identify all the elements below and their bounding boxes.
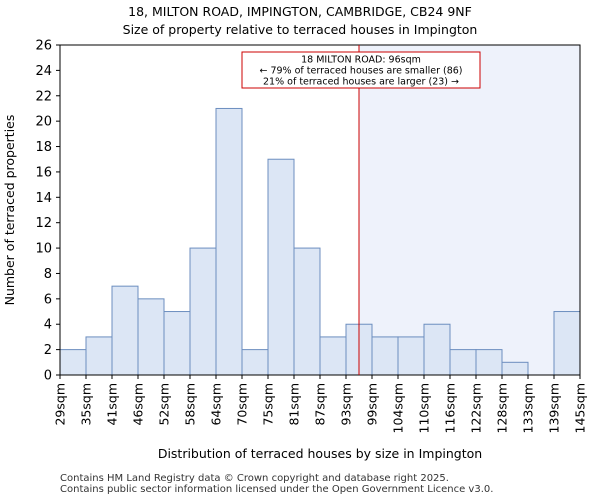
bar-139sqm [553, 311, 581, 376]
footer-line-2: Contains public sector information licen… [60, 484, 494, 495]
annotation-line-3: 21% of terraced houses are larger (23) → [263, 77, 459, 88]
chart-title: 18, MILTON ROAD, IMPINGTON, CAMBRIDGE, C… [128, 4, 472, 19]
x-tick-label: 35sqm [79, 383, 94, 426]
x-tick-label: 52sqm [157, 383, 172, 426]
x-tick-label: 29sqm [53, 383, 68, 426]
x-tick-label: 87sqm [313, 383, 328, 426]
y-tick-label: 0 [44, 369, 52, 384]
bar-99sqm [371, 336, 399, 376]
x-tick-label: 70sqm [235, 383, 250, 426]
x-tick-label: 139sqm [547, 383, 562, 433]
x-tick-label: 145sqm [573, 383, 588, 433]
bar-29sqm [59, 349, 87, 376]
bar-70sqm [241, 349, 269, 376]
bar-64sqm [215, 107, 243, 376]
annotation-box [241, 51, 481, 89]
annotation-line-2: ← 79% of terraced houses are smaller (86… [259, 66, 462, 77]
bar-46sqm [137, 298, 165, 376]
x-tick-label: 110sqm [417, 383, 432, 433]
x-tick-label: 41sqm [105, 383, 120, 426]
chart-subtitle: Size of property relative to terraced ho… [122, 22, 478, 37]
x-axis-label: Distribution of terraced houses by size … [158, 446, 482, 461]
y-tick-label: 18 [35, 140, 52, 155]
x-tick-label: 133sqm [521, 383, 536, 433]
y-tick-label: 2 [44, 343, 52, 358]
x-tick-label: 46sqm [131, 383, 146, 426]
y-axis-label: Number of terraced properties [2, 115, 17, 306]
y-tick-label: 8 [44, 267, 52, 282]
bar-104sqm [397, 336, 425, 376]
bar-87sqm [319, 336, 347, 376]
bar-41sqm [111, 285, 139, 376]
y-tick-label: 20 [35, 115, 52, 130]
x-tick-label: 128sqm [495, 383, 510, 433]
bar-52sqm [163, 311, 191, 376]
x-tick-label: 104sqm [391, 383, 406, 433]
footer: Contains HM Land Registry data © Crown c… [60, 473, 493, 495]
y-tick-label: 22 [35, 89, 52, 104]
bar-35sqm [85, 336, 113, 376]
y-tick-label: 26 [35, 39, 52, 54]
y-tick-label: 10 [35, 242, 52, 257]
chart-title-block: 18, MILTON ROAD, IMPINGTON, CAMBRIDGE, C… [0, 3, 600, 39]
x-tick-label: 81sqm [287, 383, 302, 426]
y-tick-label: 4 [44, 318, 52, 333]
footer-line-1: Contains HM Land Registry data © Crown c… [60, 473, 449, 484]
x-tick-label: 93sqm [339, 383, 354, 426]
x-tick-label: 116sqm [443, 383, 458, 433]
y-tick-label: 16 [35, 165, 52, 180]
x-tick-label: 122sqm [469, 383, 484, 433]
x-tick-label: 75sqm [261, 383, 276, 426]
bar-116sqm [449, 349, 477, 376]
bar-75sqm [267, 158, 295, 376]
y-tick-label: 12 [35, 216, 52, 231]
annotation-line-1: 18 MILTON ROAD: 96sqm [301, 55, 421, 66]
y-tick-label: 24 [35, 64, 52, 79]
bar-128sqm [501, 361, 529, 376]
highlight-region [359, 45, 580, 375]
y-tick-label: 6 [44, 292, 52, 307]
bar-81sqm [293, 247, 321, 376]
y-tick-label: 14 [35, 191, 52, 206]
x-tick-label: 58sqm [183, 383, 198, 426]
bar-58sqm [189, 247, 217, 376]
bar-122sqm [475, 349, 503, 376]
x-tick-label: 64sqm [209, 383, 224, 426]
x-tick-label: 99sqm [365, 383, 380, 426]
bar-110sqm [423, 323, 451, 376]
